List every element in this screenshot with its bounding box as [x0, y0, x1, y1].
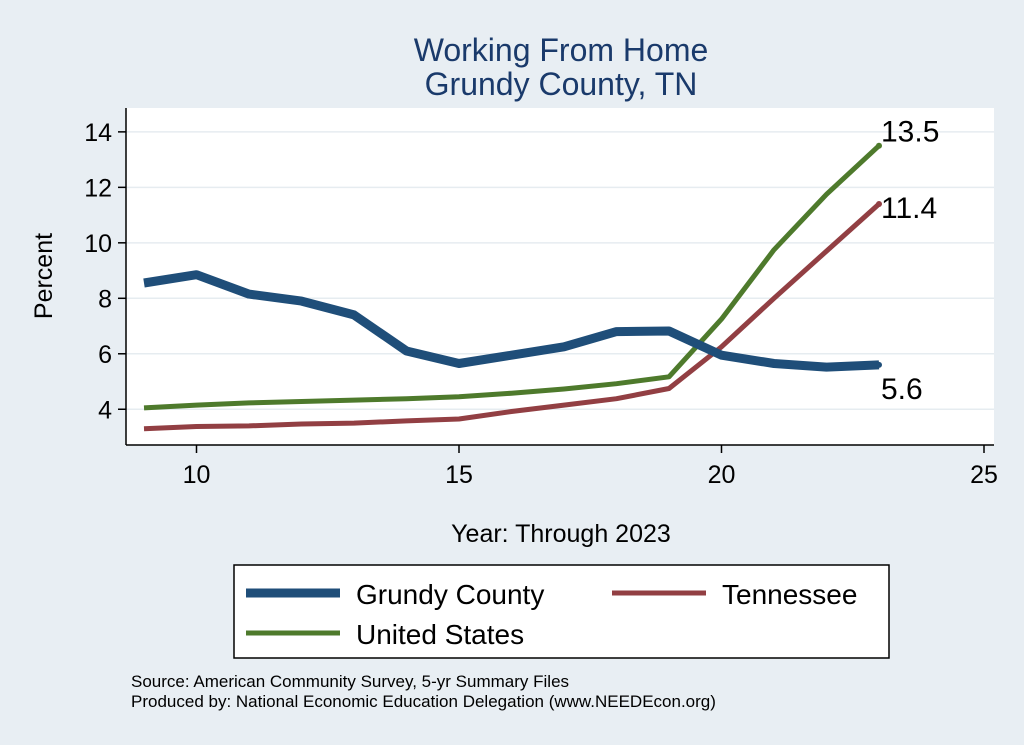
y-tick-label-8: 8 [98, 285, 112, 313]
produced-by-note: Produced by: National Economic Education… [131, 692, 716, 711]
chart-title-line-1: Working From Home [414, 32, 709, 68]
y-tick-label-4: 4 [98, 396, 112, 424]
x-tick-label-15: 15 [445, 461, 473, 489]
legend-label-united-states: United States [356, 619, 524, 650]
x-tick-label-10: 10 [183, 461, 211, 489]
grid-lines [126, 131, 994, 411]
end-point-tennessee [876, 200, 882, 207]
x-axis-title: Year: Through 2023 [451, 520, 671, 548]
end-point-grundy-county [876, 361, 882, 368]
end-labels: 13.5 11.4 5.6 [881, 116, 939, 406]
end-label-grundy-county: 5.6 [881, 373, 923, 406]
series-line-tennessee [143, 202, 881, 432]
series-lines [143, 142, 882, 432]
y-tick-label-6: 6 [98, 341, 112, 369]
y-axis-title: Percent [30, 233, 58, 319]
end-point-united-states [876, 142, 882, 149]
end-label-tennessee: 11.4 [881, 192, 937, 225]
series-line-united-states [143, 143, 881, 411]
legend-label-tennessee: Tennessee [722, 579, 857, 610]
series-line-grundy-county [143, 270, 880, 372]
chart-title-line-2: Grundy County, TN [425, 66, 698, 102]
legend-box [233, 564, 890, 659]
y-tick-label-14: 14 [84, 119, 112, 147]
x-tick-label-25: 25 [970, 461, 998, 489]
source-note: Source: American Community Survey, 5-yr … [131, 672, 569, 691]
axes: 4 6 8 10 12 14 10 15 20 25 [84, 108, 998, 489]
y-tick-label-10: 10 [84, 230, 112, 258]
legend-label-grundy-county: Grundy County [356, 579, 544, 610]
y-tick-label-12: 12 [84, 174, 112, 202]
legend: Grundy County Tennessee United States [233, 564, 890, 659]
x-tick-label-20: 20 [708, 461, 736, 489]
end-label-united-states: 13.5 [881, 116, 939, 149]
